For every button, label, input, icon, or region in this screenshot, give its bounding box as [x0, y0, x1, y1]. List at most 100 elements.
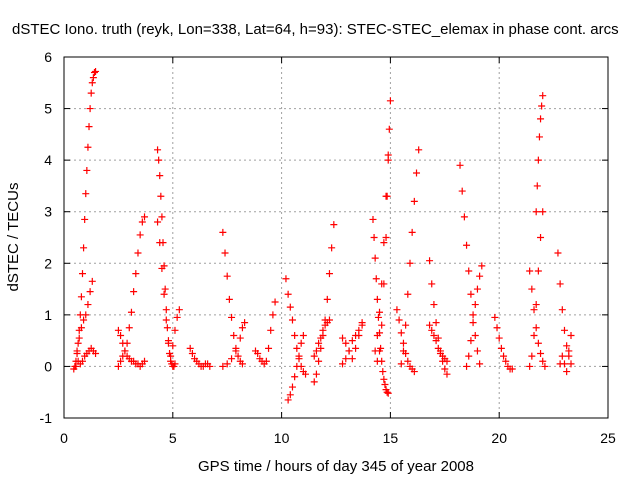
data-point: [560, 326, 568, 334]
data-point: [162, 316, 170, 324]
data-point: [563, 368, 571, 376]
y-tick-label: 3: [44, 204, 52, 220]
data-point: [130, 288, 138, 296]
data-point: [319, 326, 327, 334]
data-point: [315, 357, 323, 365]
data-point: [236, 334, 244, 342]
data-point: [372, 275, 380, 283]
data-point: [456, 161, 464, 169]
data-point: [534, 156, 542, 164]
data-point: [267, 326, 275, 334]
data-point: [81, 215, 89, 223]
data-point: [467, 337, 475, 345]
data-point: [156, 172, 164, 180]
data-point: [77, 293, 85, 301]
data-point: [348, 355, 356, 363]
data-point: [232, 347, 240, 355]
data-point: [339, 334, 347, 342]
data-point: [164, 337, 172, 345]
data-arc: [251, 298, 279, 368]
data-point: [432, 319, 440, 327]
data-point: [85, 123, 93, 131]
data-point: [141, 357, 149, 365]
data-point: [169, 342, 177, 350]
data-point: [473, 347, 481, 355]
data-point: [154, 146, 162, 154]
data-point: [302, 370, 310, 378]
data-point: [532, 324, 540, 332]
data-point: [228, 313, 236, 321]
data-point: [238, 324, 246, 332]
data-arc: [73, 277, 96, 355]
data-arc: [532, 92, 547, 216]
data-arc: [70, 344, 100, 373]
data-arc: [186, 344, 214, 370]
data-point: [528, 285, 536, 293]
data-point: [471, 301, 479, 309]
data-point: [188, 350, 196, 358]
data-point: [538, 102, 546, 110]
data-point: [374, 313, 382, 321]
data-point: [325, 316, 333, 324]
x-tick-label: 20: [491, 430, 507, 446]
data-point: [330, 221, 338, 229]
data-arc: [373, 97, 394, 365]
data-point: [136, 231, 144, 239]
data-point: [230, 331, 238, 339]
data-point: [404, 357, 412, 365]
data-point: [383, 388, 391, 396]
data-point: [534, 339, 542, 347]
data-point: [508, 365, 516, 373]
data-point: [156, 239, 164, 247]
data-point: [160, 290, 168, 298]
data-point: [88, 277, 96, 285]
grid: [64, 57, 608, 418]
data-point: [82, 311, 90, 319]
data-point: [127, 308, 135, 316]
data-point: [86, 105, 94, 113]
data-point: [373, 331, 381, 339]
data-point: [426, 321, 434, 329]
data-point: [491, 313, 499, 321]
data-point: [82, 190, 90, 198]
data-arc: [526, 267, 549, 370]
y-tick-label: 1: [44, 307, 52, 323]
x-tick-label: 15: [383, 430, 399, 446]
data-point: [383, 192, 391, 200]
data-point: [254, 350, 262, 358]
data-point: [223, 272, 231, 280]
data-point: [537, 115, 545, 123]
data-point: [532, 208, 540, 216]
data-point: [157, 192, 165, 200]
data-point: [121, 347, 129, 355]
data-point: [469, 319, 477, 327]
data-point: [473, 285, 481, 293]
data-point: [441, 365, 449, 373]
data-point: [399, 339, 407, 347]
data-point: [238, 360, 246, 368]
data-point: [325, 270, 333, 278]
data-point: [532, 301, 540, 309]
data-point: [428, 326, 436, 334]
data-point: [141, 213, 149, 221]
data-point: [502, 357, 510, 365]
data-point: [469, 311, 477, 319]
data-point: [410, 368, 418, 376]
data-point: [554, 249, 562, 257]
data-point: [80, 244, 88, 252]
data-point: [323, 295, 331, 303]
data-point: [558, 306, 566, 314]
data-point: [467, 290, 475, 298]
data-point: [286, 391, 294, 399]
data-point: [134, 249, 142, 257]
data-arc: [219, 228, 246, 368]
data-arc: [310, 316, 333, 360]
data-point: [384, 389, 392, 397]
data-point: [382, 234, 390, 241]
data-point: [119, 339, 127, 347]
data-point: [380, 239, 388, 247]
data-point: [493, 324, 501, 332]
data-point: [286, 303, 294, 311]
data-point: [537, 350, 545, 358]
